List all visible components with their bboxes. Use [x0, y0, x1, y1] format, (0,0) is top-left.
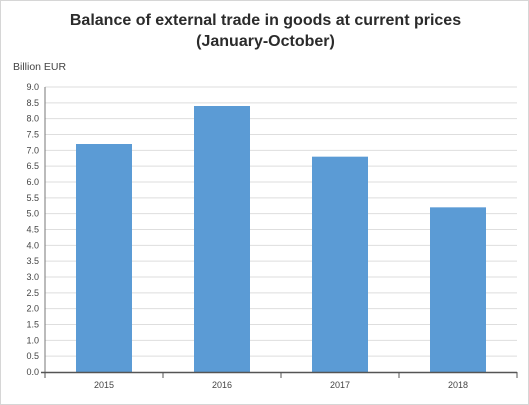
- y-tick-label: 7.0: [26, 145, 39, 155]
- x-tick-label: 2018: [448, 380, 468, 390]
- bar-2017: [312, 156, 368, 372]
- x-tick-label: 2016: [212, 380, 232, 390]
- chart-title-line-1: Balance of external trade in goods at cu…: [69, 12, 462, 29]
- bar-2015: [76, 144, 132, 372]
- y-tick-label: 3.5: [26, 256, 39, 266]
- chart-title: Balance of external trade in goods at cu…: [1, 10, 528, 52]
- y-tick-label: 5.0: [26, 209, 39, 219]
- x-tick-label: 2015: [94, 380, 114, 390]
- y-tick-label: 9.0: [26, 82, 39, 92]
- y-axis-title: Billion EUR: [13, 61, 67, 73]
- y-tick-label: 6.5: [26, 161, 39, 171]
- y-tick-label: 0.0: [26, 367, 39, 377]
- y-tick-label: 7.5: [26, 130, 39, 140]
- bars: [76, 106, 486, 372]
- chart-title-line-2: (January-October): [196, 33, 335, 50]
- y-tick-label: 3.0: [26, 272, 39, 282]
- y-tick-label: 2.0: [26, 304, 39, 314]
- y-tick-label: 2.5: [26, 288, 39, 298]
- y-tick-label: 8.5: [26, 98, 39, 108]
- y-tick-label: 6.0: [26, 177, 39, 187]
- y-tick-label: 0.5: [26, 351, 39, 361]
- y-tick-label: 1.5: [26, 320, 39, 330]
- x-tick-label: 2017: [330, 380, 350, 390]
- y-tick-label: 8.0: [26, 114, 39, 124]
- y-tick-label: 4.5: [26, 225, 39, 235]
- y-tick-label: 5.5: [26, 193, 39, 203]
- y-tick-label: 1.0: [26, 335, 39, 345]
- axes: [41, 87, 518, 378]
- y-tick-label: 4.0: [26, 240, 39, 250]
- x-tick-labels: 2015 2016 2017 2018: [94, 380, 468, 390]
- bar-2018: [430, 207, 486, 372]
- y-tick-labels: 0.0 0.5 1.0 1.5 2.0 2.5 3.0 3.5 4.0 4.5 5.0 5.5 6.0 6…: [26, 82, 39, 377]
- bar-2016: [194, 106, 250, 372]
